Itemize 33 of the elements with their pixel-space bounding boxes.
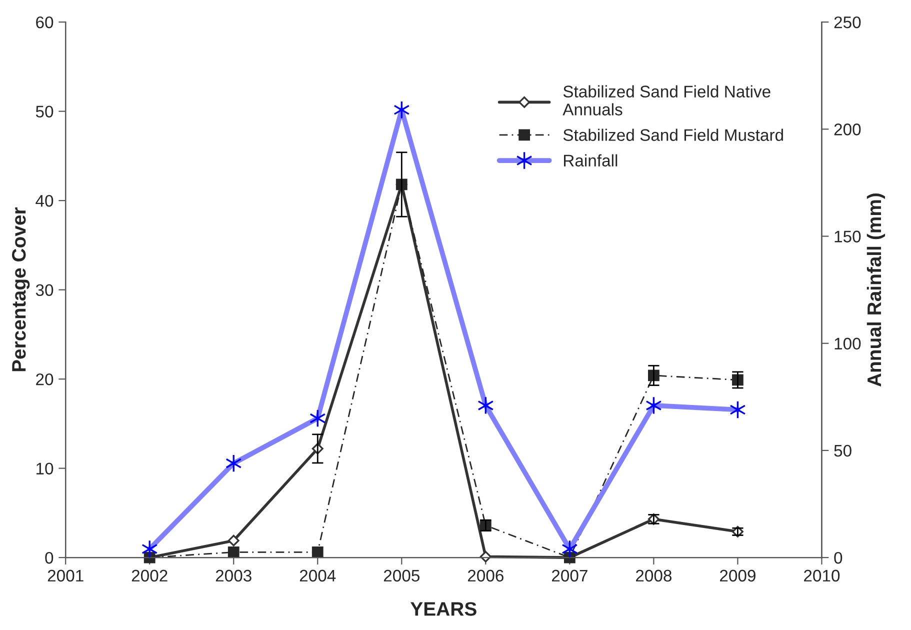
y2-tick-label: 200	[834, 124, 861, 136]
y-tick-label: 60	[36, 16, 54, 28]
y2-tick-label: 150	[834, 230, 861, 242]
y-tick-label: 20	[36, 373, 54, 386]
x-tick-label: 2004	[300, 570, 336, 582]
x-tick-label: 2006	[468, 570, 504, 582]
y-tick-label: 0	[45, 552, 54, 564]
y2-tick-label: 50	[834, 444, 852, 457]
y2-tick-label: 250	[834, 16, 861, 28]
x-tick-label: 2009	[720, 570, 756, 582]
point	[312, 546, 324, 558]
y-axis-title: Percentage Cover	[12, 207, 30, 372]
legend-label: Stabilized Sand Field Native Annuals	[562, 85, 770, 116]
legend-label: Stabilized Sand Field Mustard	[563, 128, 783, 141]
y-tick-label: 10	[36, 462, 54, 475]
legend-label: Rainfall	[564, 154, 618, 167]
x-tick-label: 2003	[216, 570, 252, 582]
y2-axis-title: Annual Rainfall (mm)	[866, 194, 886, 387]
x-tick-label: 2007	[552, 570, 588, 582]
y-tick-label: 40	[36, 194, 54, 207]
x-tick-label: 2008	[636, 570, 672, 582]
y2-tick-label: 100	[834, 338, 861, 350]
point	[480, 550, 492, 562]
x-tick-label: 2005	[384, 570, 420, 582]
point	[228, 546, 240, 558]
point	[228, 534, 240, 546]
y-tick-label: 50	[36, 106, 54, 118]
x-tick-label: 2002	[132, 570, 168, 582]
x-tick-label: 2010	[804, 570, 840, 582]
y2-tick-label: 0	[834, 552, 842, 564]
y-tick-label: 30	[36, 284, 54, 296]
x-axis-title: YEARS	[410, 602, 476, 616]
x-tick-label: 2001	[48, 570, 84, 582]
